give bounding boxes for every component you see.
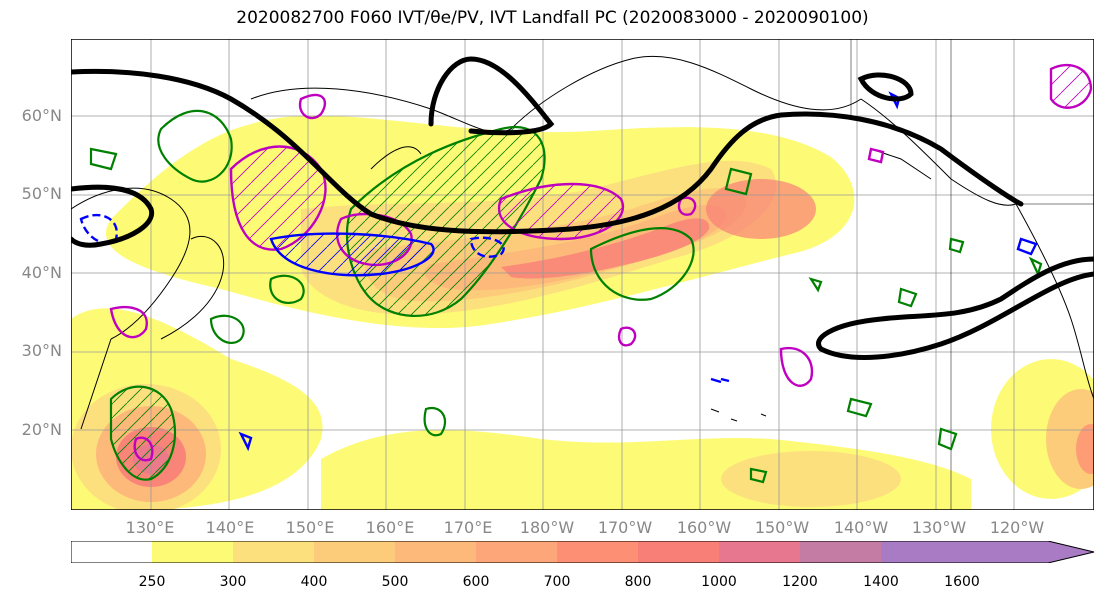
lon-label: 150°W xyxy=(754,518,810,537)
lon-label: 130°W xyxy=(911,518,967,537)
lat-label: 40°N xyxy=(21,263,62,282)
lat-label: 50°N xyxy=(21,184,62,203)
colorbar-tick-label: 1400 xyxy=(863,574,899,590)
colorbar-tick-label: 1000 xyxy=(701,574,737,590)
colorbar-swatch xyxy=(719,541,800,563)
colorbar-tick-label: 1600 xyxy=(944,574,980,590)
colorbar-swatch xyxy=(233,541,314,563)
colorbar-tick-label: 600 xyxy=(462,574,490,590)
colorbar-swatch xyxy=(800,541,881,563)
colorbar-extend-arrow xyxy=(962,541,1094,563)
map-panel xyxy=(71,39,1094,510)
lon-label: 170°E xyxy=(443,518,493,537)
lat-label: 60°N xyxy=(21,106,62,125)
colorbar-swatch xyxy=(476,541,557,563)
lon-label: 130°E xyxy=(125,518,175,537)
colorbar-swatch xyxy=(638,541,719,563)
colorbar-swatch xyxy=(395,541,476,563)
lon-label: 180°W xyxy=(519,518,575,537)
colorbar-swatch xyxy=(71,541,152,563)
colorbar-tick-label: 250 xyxy=(138,574,166,590)
colorbar-tick-label: 800 xyxy=(624,574,652,590)
colorbar-tick-label: 1200 xyxy=(782,574,818,590)
colorbar-tick-label: 700 xyxy=(543,574,571,590)
colorbar-swatch xyxy=(152,541,233,563)
colorbar-tick-label: 400 xyxy=(300,574,328,590)
lon-label: 160°W xyxy=(676,518,732,537)
map-title: 2020082700 F060 IVT/θe/PV, IVT Landfall … xyxy=(236,8,869,28)
lat-label: 30°N xyxy=(21,341,62,360)
colorbar-swatch xyxy=(557,541,638,563)
lon-label: 120°W xyxy=(989,518,1045,537)
lat-label: 20°N xyxy=(21,420,62,439)
lon-label: 140°E xyxy=(205,518,255,537)
colorbar-swatch xyxy=(881,541,962,563)
colorbar-tick-label: 300 xyxy=(219,574,247,590)
landfall-contours xyxy=(79,91,1038,452)
colorbar-outline xyxy=(71,541,1095,563)
colorbar-swatch xyxy=(314,541,395,563)
lon-label: 170°W xyxy=(597,518,653,537)
lon-label: 140°W xyxy=(833,518,889,537)
lon-label: 160°E xyxy=(365,518,415,537)
lon-label: 150°E xyxy=(285,518,335,537)
colorbar-tick-label: 500 xyxy=(381,574,409,590)
ivt-contour xyxy=(71,56,1094,360)
colorbar xyxy=(71,541,1095,563)
